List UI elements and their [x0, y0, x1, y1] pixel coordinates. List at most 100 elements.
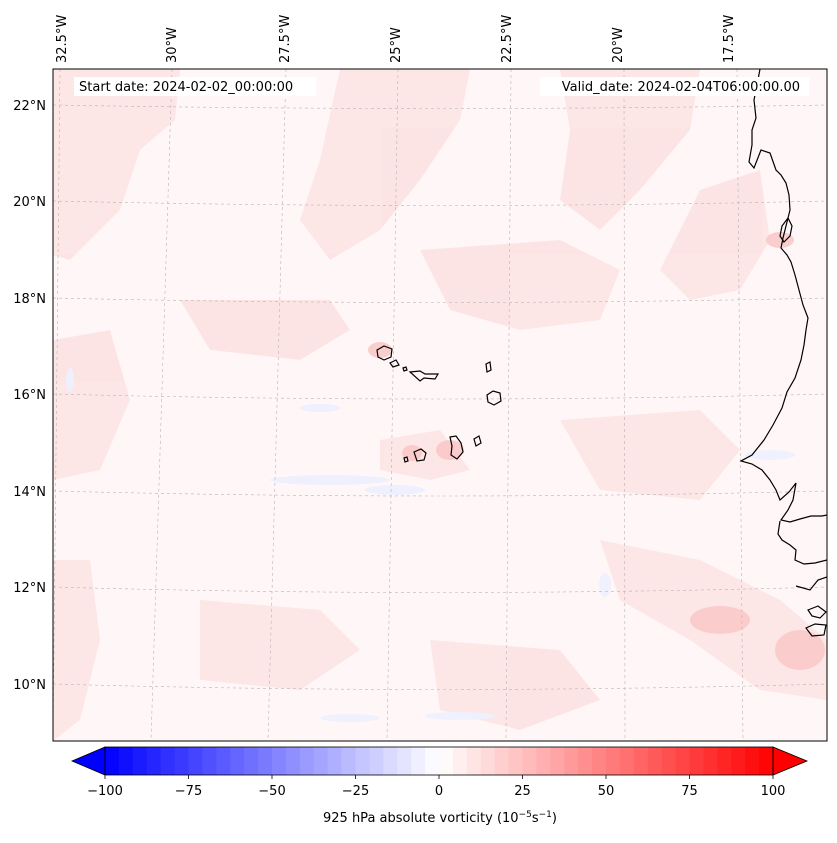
colorbar-cell [285, 747, 301, 775]
longitude-labels: 32.5°W 30°W 27.5°W 25°W 22.5°W 20°W 17.5… [55, 15, 737, 63]
colorbar-label: 925 hPa absolute vorticity (10−5s−1) [323, 810, 557, 826]
lat-label-20n: 20°N [13, 195, 46, 210]
lon-label-17-5w: 17.5°W [722, 15, 737, 63]
colorbar: −100 −75 −50 −25 0 25 50 75 100 925 hPa absolute… [70, 746, 809, 826]
colorbar-cell [592, 747, 607, 775]
lat-label-18n: 18°N [13, 292, 46, 307]
cape-verde-islands [376, 345, 502, 463]
lat-label-12n: 12°N [13, 581, 46, 596]
colorbar-cell [146, 747, 162, 775]
lon-label-22-5w: 22.5°W [500, 15, 515, 63]
colorbar-cell [480, 747, 496, 775]
lon-label-27-5w: 27.5°W [278, 15, 293, 63]
island-santo-antao [376, 345, 393, 361]
colorbar-cell [299, 747, 315, 775]
colorbar-tick-label: 100 [761, 784, 786, 799]
colorbar-cell [216, 747, 231, 775]
lat-label-14n: 14°N [13, 485, 46, 500]
colorbar-cell [425, 747, 440, 775]
colorbar-cell [466, 747, 482, 775]
colorbar-cell [522, 747, 538, 775]
lon-label-25w: 25°W [389, 27, 404, 63]
colorbar-tick-label: −100 [87, 784, 123, 799]
colorbar-cell [689, 747, 705, 775]
colorbar-extend-high [772, 746, 809, 776]
colorbar-cell [619, 747, 635, 775]
lat-label-16n: 16°N [13, 388, 46, 403]
colorbar-cell [703, 747, 718, 775]
colorbar-cell [508, 747, 524, 775]
colorbar-cell [313, 747, 329, 775]
colorbar-cell [341, 747, 357, 775]
colorbar-cell [759, 747, 774, 775]
colorbar-cell [731, 747, 746, 775]
colorbar-tick-label: 25 [514, 784, 531, 799]
latitude-labels: 22°N 20°N 18°N 16°N 14°N 12°N 10°N [13, 99, 46, 693]
colorbar-tick-label: −25 [342, 784, 369, 799]
map-panel [53, 69, 827, 741]
colorbar-cell [105, 747, 120, 775]
colorbar-tick-label: 50 [598, 784, 615, 799]
island-boa-vista [486, 390, 502, 406]
colorbar-tick-label: 0 [435, 784, 443, 799]
colorbar-cell [550, 747, 565, 775]
african-coastline [739, 69, 827, 637]
colorbar-tick-label: −50 [258, 784, 285, 799]
island-santiago [449, 435, 464, 460]
lon-label-20w: 20°W [611, 27, 626, 63]
start-date-label: Start date: 2024-02-02_00:00:00 [79, 80, 293, 95]
colorbar-cell [411, 747, 426, 775]
map-frame [52, 68, 828, 742]
island-santa-luzia [402, 366, 408, 372]
colorbar-cell [327, 747, 343, 775]
colorbar-cell [564, 747, 579, 775]
island-sal [485, 361, 492, 373]
colorbar-cell [536, 747, 551, 775]
colorbar-cell [355, 747, 371, 775]
colorbar-cell [202, 747, 217, 775]
graticule [53, 69, 827, 741]
colorbar-ticks: −100 −75 −50 −25 0 25 50 75 100 [87, 775, 785, 799]
colorbar-cell [258, 747, 273, 775]
start-date-box [74, 77, 316, 96]
lat-label-10n: 10°N [13, 678, 46, 693]
island-sao-vicente [389, 359, 400, 368]
colorbar-cell [452, 747, 468, 775]
colorbar-cell [369, 747, 384, 775]
strong-positive-vorticity [368, 232, 825, 670]
colorbar-cell [188, 747, 204, 775]
lon-label-32-5w: 32.5°W [55, 15, 70, 63]
lat-label-22n: 22°N [13, 99, 46, 114]
colorbar-cell [647, 747, 663, 775]
colorbar-cells [105, 747, 774, 775]
negative-vorticity-field [66, 368, 795, 722]
colorbar-cell [160, 747, 176, 775]
colorbar-cell [230, 747, 245, 775]
colorbar-cell [383, 747, 398, 775]
colorbar-cell [717, 747, 732, 775]
lon-label-30w: 30°W [165, 27, 180, 63]
valid-date-label: Valid_date: 2024-02-04T06:00:00.00 [562, 80, 800, 95]
colorbar-cell [244, 747, 259, 775]
colorbar-cell [633, 747, 649, 775]
colorbar-cell [675, 747, 691, 775]
colorbar-cell [745, 747, 760, 775]
island-maio [473, 435, 482, 447]
colorbar-cell [397, 747, 412, 775]
island-sao-nicolau [408, 370, 440, 382]
colorbar-cell [118, 747, 134, 775]
colorbar-cell [132, 747, 148, 775]
colorbar-extend-low [70, 746, 106, 776]
island-fogo [413, 448, 427, 462]
colorbar-cell [174, 747, 190, 775]
colorbar-cell [578, 747, 593, 775]
island-brava [403, 456, 409, 463]
colorbar-cell [606, 747, 621, 775]
colorbar-cell [439, 747, 454, 775]
positive-vorticity-field [53, 69, 827, 741]
colorbar-tick-label: −75 [175, 784, 202, 799]
colorbar-cell [661, 747, 677, 775]
valid-date-box [540, 77, 809, 96]
colorbar-cell [272, 747, 287, 775]
